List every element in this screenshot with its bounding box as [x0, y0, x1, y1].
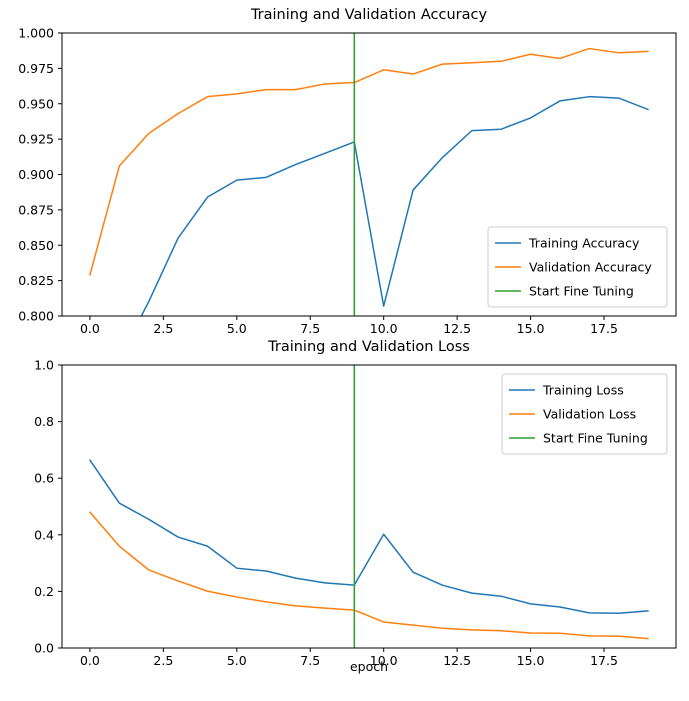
validation-loss-legend-label: Validation Loss	[543, 407, 636, 422]
x-tick-label: 0.0	[80, 321, 100, 336]
accuracy-chart-title: Training and Validation Accuracy	[250, 7, 488, 23]
y-tick-label: 0.825	[18, 273, 54, 288]
x-tick-label: 12.5	[443, 653, 471, 668]
start-fine-tuning-legend-label: Start Fine Tuning	[543, 431, 648, 446]
y-tick-label: 0.2	[34, 584, 54, 599]
validation-loss-line	[89, 511, 649, 640]
validation-accuracy-legend-label: Validation Accuracy	[529, 260, 652, 275]
y-tick-label: 0.875	[18, 202, 54, 217]
plot-area-1	[89, 459, 649, 640]
axes-frame-1	[61, 364, 677, 649]
y-tick-label: 0.4	[34, 527, 54, 542]
x-tick-label: 15.0	[517, 653, 545, 668]
y-tick-label: 0.800	[18, 309, 54, 324]
x-tick-label: 7.5	[300, 653, 320, 668]
y-tick-label: 1.0	[34, 358, 54, 373]
x-axis-label: epoch	[349, 659, 389, 674]
plot-area-0	[89, 47, 649, 316]
validation-accuracy-line	[89, 47, 649, 276]
x-tick-label: 17.5	[590, 321, 618, 336]
legend-1: Training Loss Validation Loss Start Fine T…	[501, 373, 668, 455]
training-loss-line	[89, 459, 649, 614]
y-tick-label: 0.0	[34, 641, 54, 656]
y-tick-label: 0.6	[34, 471, 54, 486]
y-tick-label: 0.850	[18, 238, 54, 253]
training-loss-legend-label: Training Loss	[542, 383, 624, 398]
x-tick-label: 10.0	[370, 321, 398, 336]
y-tick-label: 1.000	[18, 26, 54, 41]
legend-box	[501, 373, 668, 455]
x-tick-label: 0.0	[80, 653, 100, 668]
x-tick-label: 2.5	[153, 653, 173, 668]
y-tick-label: 0.8	[34, 414, 54, 429]
x-tick-label: 15.0	[517, 321, 545, 336]
training-accuracy-line	[140, 95, 649, 316]
legend-0: Training Accuracy Validation Accuracy Star…	[487, 226, 668, 308]
x-tick-label: 5.0	[227, 653, 247, 668]
y-tick-label: 0.925	[18, 132, 54, 147]
x-tick-label: 5.0	[227, 321, 247, 336]
legend-box	[487, 226, 668, 308]
y-tick-label: 0.950	[18, 96, 54, 111]
training-accuracy-legend-label: Training Accuracy	[528, 236, 640, 251]
x-tick-label: 10.0	[370, 653, 398, 668]
x-tick-label: 2.5	[153, 321, 173, 336]
x-tick-label: 7.5	[300, 321, 320, 336]
y-tick-label: 0.975	[18, 61, 54, 76]
x-tick-label: 17.5	[590, 653, 618, 668]
x-tick-label: 12.5	[443, 321, 471, 336]
loss-chart-title: Training and Validation Loss	[268, 339, 470, 355]
start-fine-tuning-legend-label: Start Fine Tuning	[529, 284, 634, 299]
y-tick-label: 0.900	[18, 167, 54, 182]
